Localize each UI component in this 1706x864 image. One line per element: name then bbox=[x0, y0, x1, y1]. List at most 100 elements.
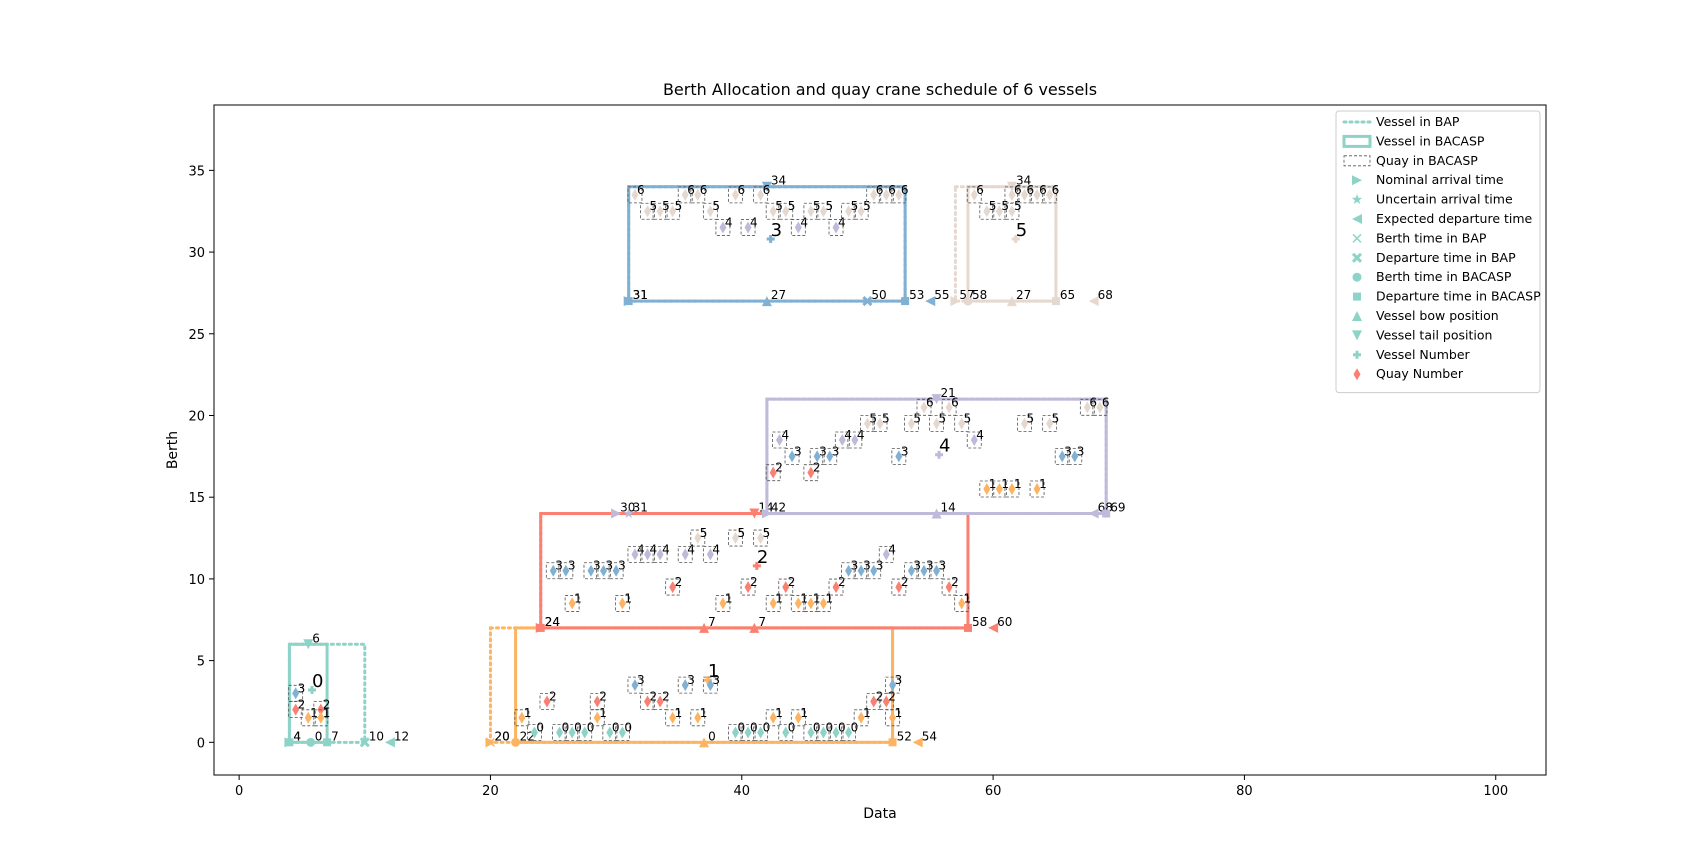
marker-diamond bbox=[895, 188, 903, 201]
quay-label: 1 bbox=[599, 706, 607, 720]
quay-label: 3 bbox=[298, 681, 306, 695]
quay-box bbox=[1092, 398, 1108, 416]
quay-1: 1 bbox=[885, 706, 902, 727]
quay-3: 3 bbox=[702, 673, 720, 694]
quay-box bbox=[885, 709, 900, 727]
quay-box bbox=[1067, 447, 1083, 465]
quay-box bbox=[778, 202, 794, 220]
legend-swatch bbox=[1342, 134, 1372, 148]
marker-label: 0 bbox=[315, 729, 323, 743]
quay-box bbox=[916, 398, 932, 416]
marker-label: 42 bbox=[771, 501, 786, 515]
quay-1: 1 bbox=[564, 591, 582, 612]
quay-box bbox=[596, 562, 611, 580]
marker-diamond bbox=[882, 548, 890, 561]
marker-diamond bbox=[832, 221, 840, 234]
quay-box bbox=[878, 186, 894, 204]
marker-diamond bbox=[782, 205, 790, 218]
quay-6: 6 bbox=[728, 183, 745, 204]
quay-3: 3 bbox=[822, 444, 839, 465]
quay-box bbox=[816, 724, 831, 741]
quay-5: 5 bbox=[690, 526, 707, 547]
marker-triangle-left bbox=[912, 737, 923, 748]
quay-2: 2 bbox=[539, 689, 557, 710]
marker-star bbox=[1351, 194, 1363, 204]
quay-label: 4 bbox=[800, 216, 808, 230]
legend-label: Departure time in BAP bbox=[1376, 250, 1516, 265]
quay-box bbox=[665, 202, 681, 220]
marker-diamond bbox=[870, 695, 878, 708]
quay-3: 3 bbox=[677, 673, 695, 694]
marker-diamond bbox=[694, 711, 702, 724]
marker-label: 31 bbox=[633, 288, 648, 302]
y-axis-label: Berth bbox=[165, 431, 181, 469]
x-tick-label: 0 bbox=[235, 784, 243, 799]
quay-label: 5 bbox=[712, 199, 720, 213]
quay-box bbox=[765, 595, 781, 612]
y-tick-label: 20 bbox=[188, 409, 205, 424]
quay-3: 3 bbox=[891, 444, 908, 465]
marker-diamond bbox=[1008, 483, 1016, 496]
marker-triangle-right bbox=[1352, 175, 1362, 186]
quay-box bbox=[690, 709, 706, 727]
marker-diamond bbox=[731, 532, 739, 545]
quay-box bbox=[627, 186, 643, 204]
quay-5: 5 bbox=[816, 199, 833, 220]
marker-label: 54 bbox=[922, 729, 937, 743]
marker-label: 10 bbox=[369, 729, 384, 743]
marker-circle bbox=[963, 296, 973, 306]
quay-4: 4 bbox=[878, 542, 896, 563]
marker-plus bbox=[752, 561, 761, 570]
legend-entry: Departure time in BACASP bbox=[1353, 289, 1541, 304]
quay-label: 1 bbox=[725, 591, 733, 605]
quay-box bbox=[614, 724, 630, 741]
quay-2: 2 bbox=[803, 461, 821, 482]
quay-label: 3 bbox=[637, 673, 645, 687]
marker-diamond bbox=[832, 581, 840, 594]
marker-diamond bbox=[775, 434, 783, 446]
marker-diamond bbox=[983, 205, 991, 218]
legend-label: Nominal arrival time bbox=[1376, 172, 1504, 187]
marker-diamond bbox=[845, 205, 853, 218]
marker-diamond bbox=[669, 205, 677, 218]
quay-label: 1 bbox=[800, 706, 808, 720]
quay-label: 3 bbox=[794, 444, 802, 458]
quay-label: 3 bbox=[939, 559, 947, 573]
marker-diamond bbox=[518, 711, 526, 724]
marker-diamond bbox=[317, 711, 325, 724]
marker-diamond bbox=[895, 450, 903, 463]
legend-entry: Vessel in BACASP bbox=[1342, 133, 1485, 148]
quay-6: 6 bbox=[916, 395, 934, 416]
marker-diamond bbox=[1046, 417, 1054, 430]
axes-frame bbox=[213, 104, 1547, 776]
quay-label: 2 bbox=[888, 689, 896, 703]
marker-diamond bbox=[826, 450, 834, 463]
vessel-number-label: 1 bbox=[708, 661, 719, 682]
quay-label: 4 bbox=[687, 542, 695, 556]
marker-diamond bbox=[656, 695, 664, 708]
marker-diamond bbox=[719, 221, 727, 234]
quay-box bbox=[991, 480, 1007, 498]
quay-label: 5 bbox=[863, 199, 871, 213]
legend-entry: Vessel in BAP bbox=[1342, 114, 1460, 129]
marker-plus bbox=[308, 686, 317, 695]
marker-diamond bbox=[694, 188, 702, 201]
quay-label: 5 bbox=[825, 199, 833, 213]
marker-triangle-up bbox=[749, 622, 760, 633]
quay-label: 2 bbox=[323, 698, 331, 712]
marker-diamond bbox=[562, 564, 570, 577]
quay-2: 2 bbox=[891, 575, 908, 596]
marker-x bbox=[1352, 233, 1362, 243]
quay-label: 2 bbox=[838, 575, 846, 589]
marker-X bbox=[359, 737, 370, 748]
quay-label: 1 bbox=[574, 591, 582, 605]
vessel-number-label: 4 bbox=[939, 436, 950, 457]
quay-2: 2 bbox=[828, 575, 846, 596]
quay-label: 2 bbox=[951, 575, 959, 589]
quay-box bbox=[1004, 186, 1020, 204]
marker-square bbox=[901, 297, 910, 306]
quay-label: 2 bbox=[675, 575, 683, 589]
quay-box bbox=[954, 595, 970, 612]
quay-box bbox=[527, 724, 542, 741]
